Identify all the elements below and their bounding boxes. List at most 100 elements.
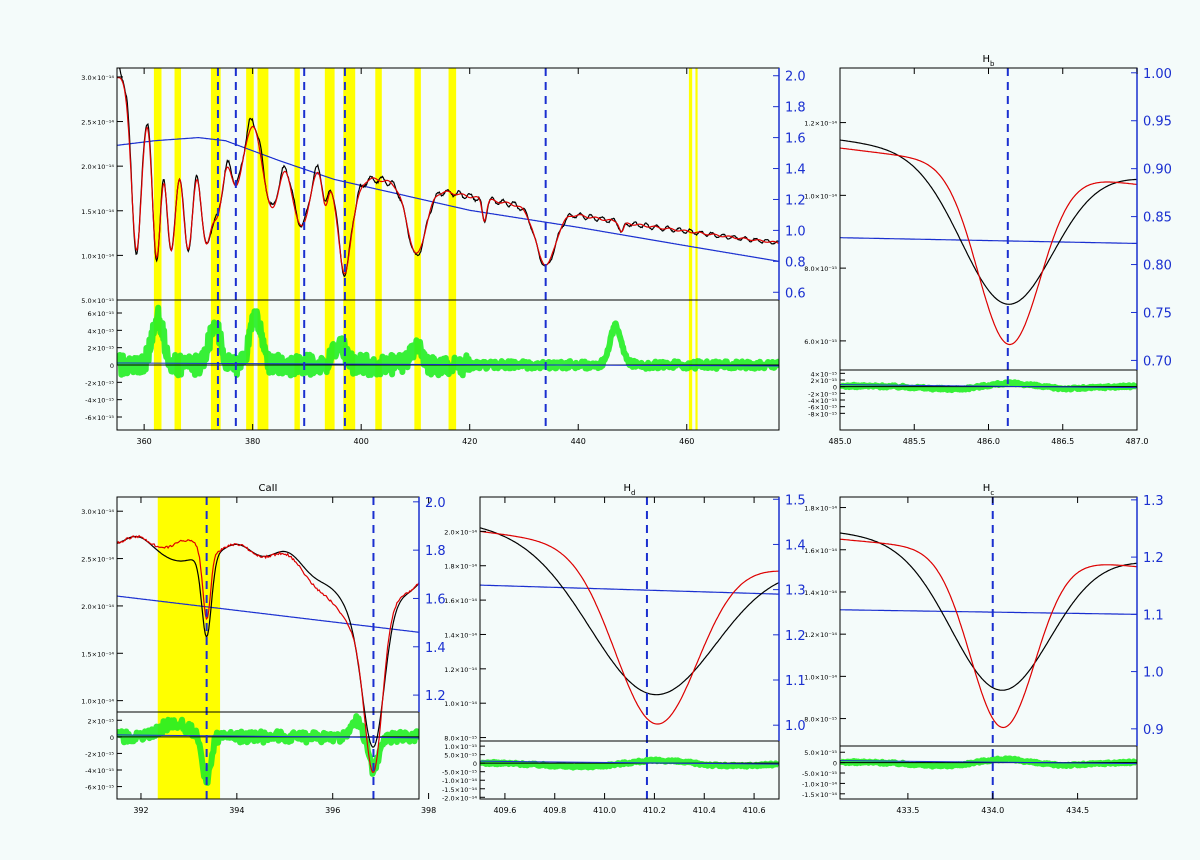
panel-title: Hb [983,54,996,68]
series-residual [840,379,1137,394]
x-tick-label: 409.8 [543,806,566,815]
residual-tick-label: -6×10⁻¹⁵ [85,414,114,422]
right-tick-label: 1.0 [785,224,806,239]
upper-frame [839,67,1138,371]
x-tick-label: 433.5 [896,806,919,815]
mask-band [294,68,300,430]
residual-tick-label: 5.0×10⁻¹⁵ [804,749,837,757]
panel-full: 360 380 400 420 440 460 5.0×10⁻¹⁵ 1.0×10⁻¹⁴ 1.5×… [81,67,806,446]
right-tick-label: 0.70 [1143,354,1172,369]
right-tick-label: 1.2 [785,193,806,208]
residual-tick-label: -4×10⁻¹⁵ [85,397,114,405]
y-tick-label: 1.6×10⁻¹⁴ [444,597,477,605]
x-tick-label: 360 [136,437,151,446]
right-tick-label: 1.0 [785,719,806,734]
right-tick-label: 0.90 [1143,163,1172,178]
mask-band [257,68,269,430]
x-tick-label: 396 [325,806,340,815]
series-model [840,147,1137,346]
x-tick-label: 434.5 [1066,806,1089,815]
residual-frame [479,740,780,800]
series-observed [840,139,1137,305]
y-tick-label: 1.0×10⁻¹⁴ [804,192,837,200]
plot-area-full [117,68,779,430]
residual-tick-label: -6×10⁻¹⁵ [808,404,837,412]
right-tick-label: 1.1 [785,674,806,689]
x-tick-label: 487.0 [1126,437,1149,446]
residual-frame [839,369,1138,431]
residual-tick-label: -2.0×10⁻¹⁴ [442,794,477,802]
y-tick-label: 8.0×10⁻¹⁵ [804,716,837,724]
mask-band [246,68,254,430]
residual-tick-label: 0 [473,760,477,768]
x-tick-label: 460 [679,437,694,446]
mask-band [324,68,335,430]
right-tick-label: 2.0 [785,70,806,85]
plot-area-hb [840,68,1137,430]
mask-band [375,68,382,430]
series-model [117,534,419,773]
upper-frame [839,496,1138,747]
x-tick-label: 410.6 [743,806,766,815]
panel-title: Hd [624,483,636,497]
right-tick-label: 1.3 [1143,494,1164,509]
x-tick-label: 485.5 [903,437,926,446]
residual-tick-label: 6×10⁻¹⁵ [88,310,115,318]
residual-tick-label: 2×10⁻¹⁵ [88,717,115,725]
residual-tick-label: -4×10⁻¹⁵ [85,767,114,775]
y-tick-label: 1.0×10⁻¹⁴ [81,698,114,706]
plot-area-hg [840,497,1137,799]
plot-area-caii [117,497,419,799]
right-tick-label: 1.3 [785,584,806,599]
residual-tick-label: 2×10⁻¹⁵ [88,345,115,353]
right-tick-label: 0.8 [785,255,806,270]
right-tick-label: 1.4 [425,641,446,656]
right-tick-label: 1.2 [425,689,446,704]
y-tick-label: 1.0×10⁻¹⁴ [804,673,837,681]
y-tick-label: 1.5×10⁻¹⁴ [81,650,114,658]
residual-tick-label: -4×10⁻¹⁵ [808,397,837,405]
series-ratio [117,137,779,262]
y-tick-label: 1.5×10⁻¹⁴ [81,208,114,216]
plot-area-hd [480,497,779,799]
residual-tick-label: -1.0×10⁻¹⁴ [802,780,837,788]
y-tick-label: 1.6×10⁻¹⁴ [804,547,837,555]
residual-ref-line [480,760,779,765]
x-tick-label: 485.0 [829,437,852,446]
y-tick-label: 1.2×10⁻¹⁴ [804,631,837,639]
series-model [840,538,1137,729]
right-tick-label: 1.4 [785,538,806,553]
x-tick-label: 434.0 [981,806,1004,815]
right-tick-label: 1.00 [1143,67,1172,82]
panel-title: CaII [258,483,277,494]
mask-band [414,68,421,430]
series-observed [118,68,779,278]
right-tick-label: 1.8 [425,544,446,559]
x-tick-label: 410.0 [593,806,616,815]
mask-band [695,68,698,430]
right-tick-label: 0.95 [1143,115,1172,130]
series-ratio [840,237,1137,244]
x-tick-label: 410.4 [693,806,716,815]
residual-tick-label: 2×10⁻¹⁵ [811,377,838,385]
residual-frame [839,745,1138,800]
mask-band [688,68,693,430]
residual-ref-line [117,362,779,367]
series-model [480,530,779,725]
right-tick-label: 1.6 [425,592,446,607]
right-tick-label: 1.5 [785,493,806,508]
y-tick-label: 1.0×10⁻¹⁴ [81,252,114,260]
residual-tick-label: -5.0×10⁻¹⁵ [802,770,837,778]
residual-tick-label: -1.0×10⁻¹⁴ [442,777,477,785]
residual-tick-label: 4×10⁻¹⁵ [88,327,115,335]
x-tick-label: 420 [462,437,477,446]
right-tick-label: 1.2 [785,629,806,644]
y-tick-label: 3.0×10⁻¹⁴ [81,74,114,82]
series-ratio [117,595,419,633]
x-tick-label: 409.6 [493,806,516,815]
y-tick-label: 1.8×10⁻¹⁴ [444,563,477,571]
residual-tick-label: 0 [110,734,114,742]
panel-title: Hc [983,483,995,497]
right-tick-label: 1.2 [1143,551,1164,566]
series-ratio [840,609,1137,615]
